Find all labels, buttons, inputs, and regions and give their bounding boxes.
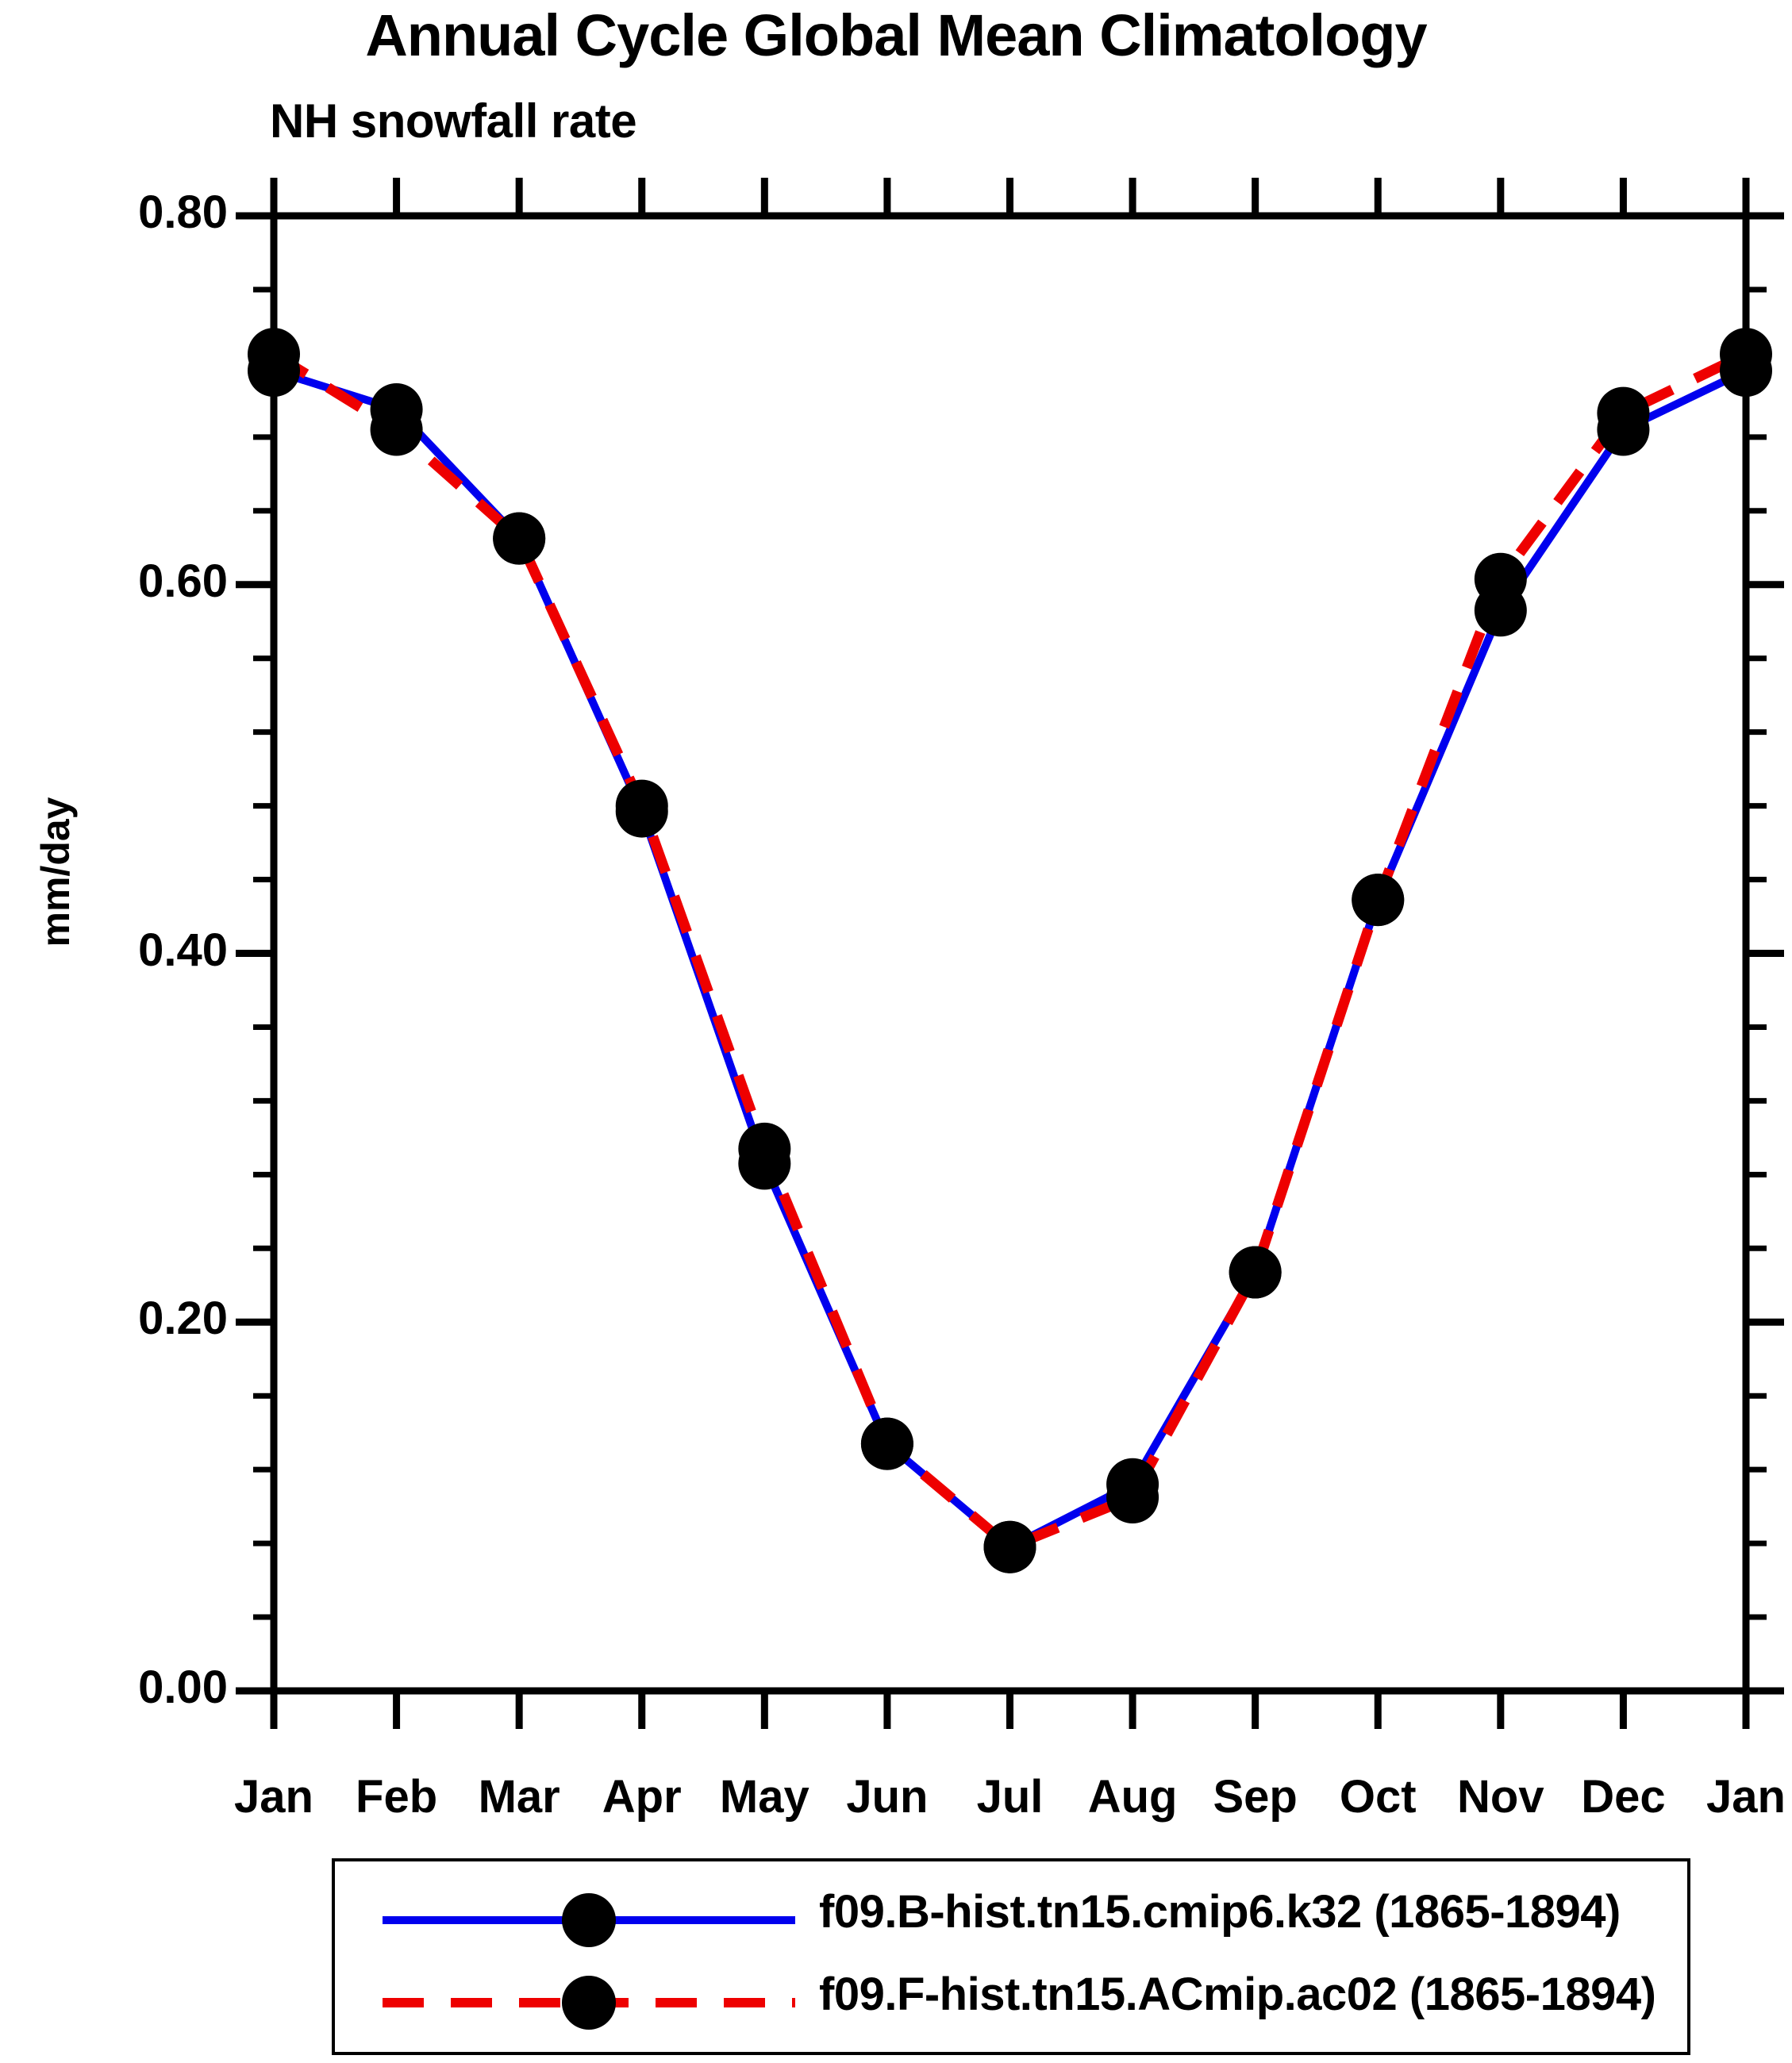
legend-entry-1: f09.F-hist.tn15.ACmip.ac02 (1865-1894): [335, 1965, 1687, 2041]
x-tick-label: Feb: [356, 1771, 438, 1823]
legend-label-1: f09.F-hist.tn15.ACmip.ac02 (1865-1894): [819, 1969, 1656, 2020]
x-tick-label: Jan: [1706, 1771, 1786, 1823]
page-title: Annual Cycle Global Mean Climatology: [365, 2, 1427, 68]
x-tick-label: Nov: [1457, 1771, 1544, 1823]
x-tick-label: Mar: [478, 1771, 560, 1823]
legend-entry-0: f09.B-hist.tn15.cmip6.k32 (1865-1894): [335, 1882, 1687, 1958]
x-tick-label: Aug: [1087, 1771, 1178, 1823]
x-tick-label: Dec: [1581, 1771, 1666, 1823]
chart-subtitle: NH snowfall rate: [270, 94, 637, 148]
legend-label-0: f09.B-hist.tn15.cmip6.k32 (1865-1894): [819, 1886, 1621, 1938]
y-tick-label: 0.60: [138, 555, 228, 607]
legend-line-sample-0: [383, 1893, 795, 1947]
x-tick-label: Jan: [234, 1771, 313, 1823]
legend: f09.B-hist.tn15.cmip6.k32 (1865-1894) f0…: [332, 1858, 1690, 2055]
x-tick-label: May: [719, 1771, 809, 1823]
data-markers-group: [248, 328, 1772, 1573]
y-tick-label: 0.20: [138, 1293, 228, 1345]
legend-line-sample-1: [383, 1976, 795, 2030]
y-tick-label: 0.00: [138, 1662, 228, 1713]
y-tick-label: 0.80: [138, 186, 228, 238]
x-tick-label: Jun: [846, 1771, 929, 1823]
x-tick-label: Oct: [1339, 1771, 1417, 1823]
x-tick-label: Apr: [602, 1771, 682, 1823]
y-tick-label: 0.40: [138, 924, 228, 976]
x-tick-label: Sep: [1213, 1771, 1298, 1823]
axes-frame: [236, 178, 1784, 1729]
x-tick-label: Jul: [976, 1771, 1044, 1823]
